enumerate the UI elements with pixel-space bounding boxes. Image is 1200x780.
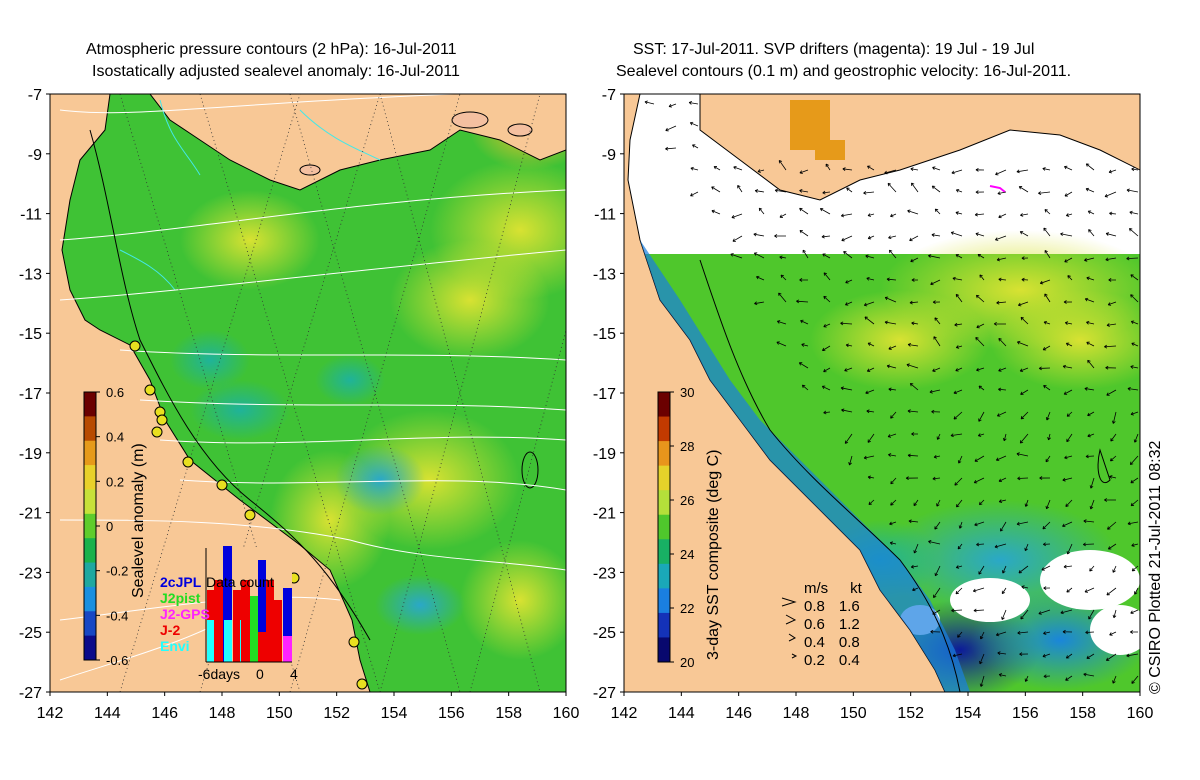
y-tick-label: -19	[19, 446, 42, 463]
colorbar-tick: 0.2	[106, 474, 124, 489]
velocity-row-ms: 0.2	[804, 652, 825, 669]
y-tick-label: -9	[28, 147, 42, 164]
velocity-row-kt: 0.4	[838, 652, 860, 669]
y-tick-label: -7	[28, 87, 42, 104]
cloud-patches	[630, 175, 1140, 655]
velocity-header-ms: m/s	[804, 580, 829, 597]
colorbar-tick: -0.4	[106, 608, 128, 623]
x-tick-label: 142	[611, 705, 638, 722]
velocity-row-ms: 0.4	[804, 634, 825, 651]
x-tick-label: 142	[37, 705, 64, 722]
y-tick-label: -17	[19, 386, 42, 403]
velocity-row-ms: 0.8	[804, 598, 825, 615]
x-tick-label: 148	[783, 705, 810, 722]
x-tick-label: 148	[209, 705, 236, 722]
x-tick-label: 154	[381, 705, 408, 722]
velocity-row-kt: 0.8	[838, 634, 860, 651]
colorbar-tick: -0.6	[106, 653, 128, 668]
left-title-line2: Isostatically adjusted sealevel anomaly:…	[92, 63, 460, 80]
y-tick-label: -21	[19, 506, 42, 523]
y-tick-label: -15	[19, 326, 42, 343]
colorbar-tick: 22	[680, 601, 694, 616]
x-tick-label: 146	[725, 705, 752, 722]
y-tick-label: -27	[593, 685, 616, 702]
colorbar-tick: 26	[680, 493, 694, 508]
right-title-line2: Sealevel contours (0.1 m) and geostrophi…	[616, 63, 1072, 80]
left-colorbar: 0.6 0.4 0.2 0 -0.2 -0.4 -0.6	[83, 385, 128, 668]
y-tick-label: -27	[19, 685, 42, 702]
axes: -7 -9 -11 -13 -15 -17 -19 -21 -23 -25 -27 142 144 146…	[19, 87, 1154, 722]
credit-text: © CSIRO Plotted 21-Jul-2011 08:32	[1147, 440, 1164, 694]
colorbar-tick: 30	[680, 385, 694, 400]
y-tick-label: -13	[593, 266, 616, 283]
right-colorbar-label: 3-day SST composite (deg C)	[705, 449, 722, 660]
velocity-header-kt: kt	[850, 580, 862, 597]
x-tick-label: 150	[266, 705, 293, 722]
left-map	[50, 94, 566, 692]
legend-envi: Envi	[160, 638, 190, 654]
satellite-legend-title: Data count	[206, 574, 274, 590]
colorbar-tick: 20	[680, 655, 694, 670]
colorbar-tick: 0.6	[106, 385, 124, 400]
legend-j2pist: J2pist	[160, 590, 201, 606]
left-colorbar-label: Sealevel anomaly (m)	[130, 443, 147, 598]
right-map	[624, 94, 1140, 692]
left-pressure-contours	[59, 94, 566, 681]
right-title-line1: SST: 17-Jul-2011. SVP drifters (magenta)…	[633, 41, 1035, 58]
y-tick-label: -9	[602, 147, 616, 164]
y-tick-label: -11	[594, 207, 616, 224]
x-tick-label: 146	[151, 705, 178, 722]
x-tick-label: 150	[840, 705, 867, 722]
x-tick-label: 154	[955, 705, 982, 722]
svp-drifter-track	[989, 185, 1006, 193]
satellite-data-count-chart	[205, 546, 292, 663]
x-tick-label: 158	[495, 705, 522, 722]
colorbar-tick: 0.4	[106, 430, 124, 445]
y-tick-label: -17	[593, 386, 616, 403]
y-tick-label: -23	[19, 565, 42, 582]
velocity-row-kt: 1.6	[838, 598, 860, 615]
x-tick-label: 152	[323, 705, 350, 722]
velocity-legend-arrows	[781, 597, 798, 659]
colorbar-tick: 0	[106, 519, 113, 534]
colorbar-tick: -0.2	[106, 564, 128, 579]
left-title-line1: Atmospheric pressure contours (2 hPa): 1…	[86, 41, 457, 58]
x-tick-label: 144	[668, 705, 695, 722]
velocity-row-kt: 1.2	[838, 616, 860, 633]
y-tick-label: -25	[593, 625, 616, 642]
x-tick-label: 156	[1012, 705, 1039, 722]
x-tick-label: 160	[1127, 705, 1154, 722]
right-colorbar: 30 28 26 24 22 20	[657, 385, 694, 670]
legend-2cjpl: 2cJPL	[160, 574, 202, 590]
y-tick-label: -7	[602, 87, 616, 104]
y-tick-label: -11	[20, 207, 42, 224]
velocity-legend: m/s kt 0.8 1.6 0.6 1.2 0.4 0.8 0.2 0.4	[804, 580, 862, 670]
satellite-legend: Data count 2cJPL J2pist J2-GPS J-2 Envi	[160, 574, 274, 654]
y-tick-label: -13	[19, 266, 42, 283]
legend-j2: J-2	[160, 622, 181, 638]
y-tick-label: -19	[593, 446, 616, 463]
satellite-axis-tick-0: -6days	[198, 666, 241, 682]
satellite-axis-tick-2: 4	[290, 666, 298, 682]
geostrophic-velocity-arrows	[644, 100, 1139, 687]
satellite-axis-tick-1: 0	[256, 666, 264, 682]
y-tick-label: -23	[593, 565, 616, 582]
x-tick-label: 160	[553, 705, 580, 722]
x-tick-label: 158	[1069, 705, 1096, 722]
colorbar-tick: 28	[680, 439, 694, 454]
velocity-row-ms: 0.6	[804, 616, 825, 633]
y-tick-label: -15	[593, 326, 616, 343]
x-tick-label: 152	[897, 705, 924, 722]
x-tick-label: 156	[438, 705, 465, 722]
left-australia-land	[50, 94, 371, 692]
x-tick-label: 144	[94, 705, 121, 722]
y-tick-label: -21	[593, 506, 616, 523]
colorbar-tick: 24	[680, 547, 694, 562]
y-tick-label: -25	[19, 625, 42, 642]
legend-j2gps: J2-GPS	[160, 606, 210, 622]
